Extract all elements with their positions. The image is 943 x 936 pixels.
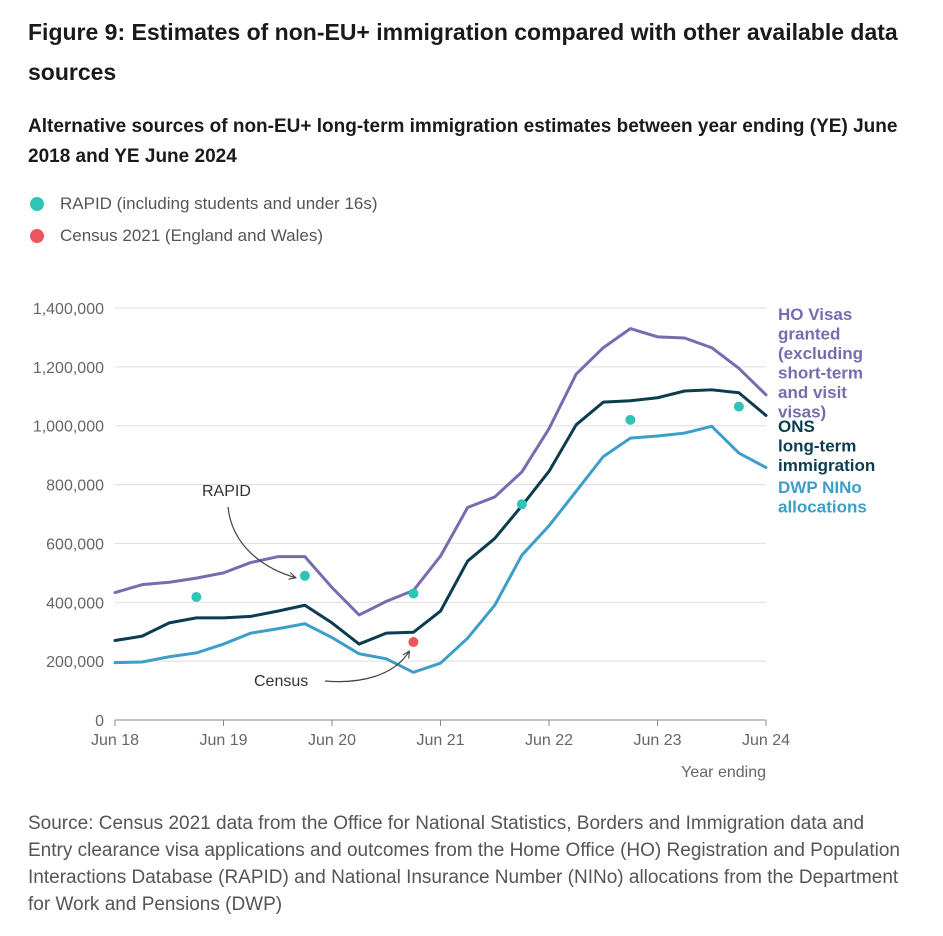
- chart-subtitle: Alternative sources of non-EU+ long-term…: [28, 116, 898, 167]
- line-chart: 0 200,000 400,000 600,000 800,000 1,000,000 1,…: [33, 301, 875, 781]
- census-point: [408, 637, 419, 648]
- y-tick-label: 1,200,000: [33, 360, 104, 377]
- annotation-census-arrow: [324, 651, 409, 683]
- annotation-rapid-label: RAPID: [202, 483, 251, 500]
- y-tick-label: 0: [95, 713, 104, 730]
- x-tick-label: Jun 23: [633, 732, 681, 749]
- x-tick-label: Jun 24: [742, 732, 790, 749]
- legend-dot-census: [30, 229, 44, 243]
- rapid-point: [625, 414, 636, 425]
- x-tick-label: Jun 20: [308, 732, 356, 749]
- x-tick-label: Jun 21: [416, 732, 464, 749]
- rapid-point: [516, 499, 527, 510]
- legend-dot-rapid: [30, 197, 44, 211]
- y-tick-label: 800,000: [46, 478, 104, 495]
- legend-label-census: Census 2021 (England and Wales): [60, 226, 324, 245]
- y-tick-label: 600,000: [46, 536, 104, 553]
- series-label-ho-visas: HO Visas granted (excluding short-term and v…: [778, 305, 863, 422]
- legend-item-rapid: RAPID (including students and under 16s): [28, 188, 378, 220]
- rapid-point: [408, 588, 419, 599]
- annotation-census-label: Census: [254, 673, 308, 690]
- legend-item-census: Census 2021 (England and Wales): [28, 220, 378, 252]
- x-tick-label: Jun 19: [199, 732, 247, 749]
- annotation-rapid-arrow: [227, 506, 296, 578]
- series-label-ons: ONS long-term immigration: [778, 417, 875, 475]
- source-note: Source: Census 2021 data from the Office…: [28, 813, 900, 915]
- series-line-ons: [113, 388, 768, 646]
- x-axis-label: Year ending: [681, 764, 766, 781]
- legend-label-rapid: RAPID (including students and under 16s): [60, 194, 378, 213]
- y-tick-label: 400,000: [46, 595, 104, 612]
- x-tick-label: Jun 18: [91, 732, 139, 749]
- y-tick-label: 200,000: [46, 654, 104, 671]
- figure-title: Figure 9: Estimates of non-EU+ immigrati…: [28, 19, 898, 85]
- legend: RAPID (including students and under 16s)…: [28, 188, 378, 252]
- y-tick-label: 1,400,000: [33, 301, 104, 318]
- x-tick-label: Jun 22: [525, 732, 573, 749]
- series-line-dwp: [113, 424, 768, 674]
- series-line-ho-visas: [113, 327, 768, 617]
- series-label-dwp: DWP NINo allocations: [778, 478, 867, 517]
- y-tick-label: 1,000,000: [33, 419, 104, 436]
- rapid-point: [299, 570, 310, 581]
- rapid-point: [191, 591, 202, 602]
- rapid-point: [733, 401, 744, 412]
